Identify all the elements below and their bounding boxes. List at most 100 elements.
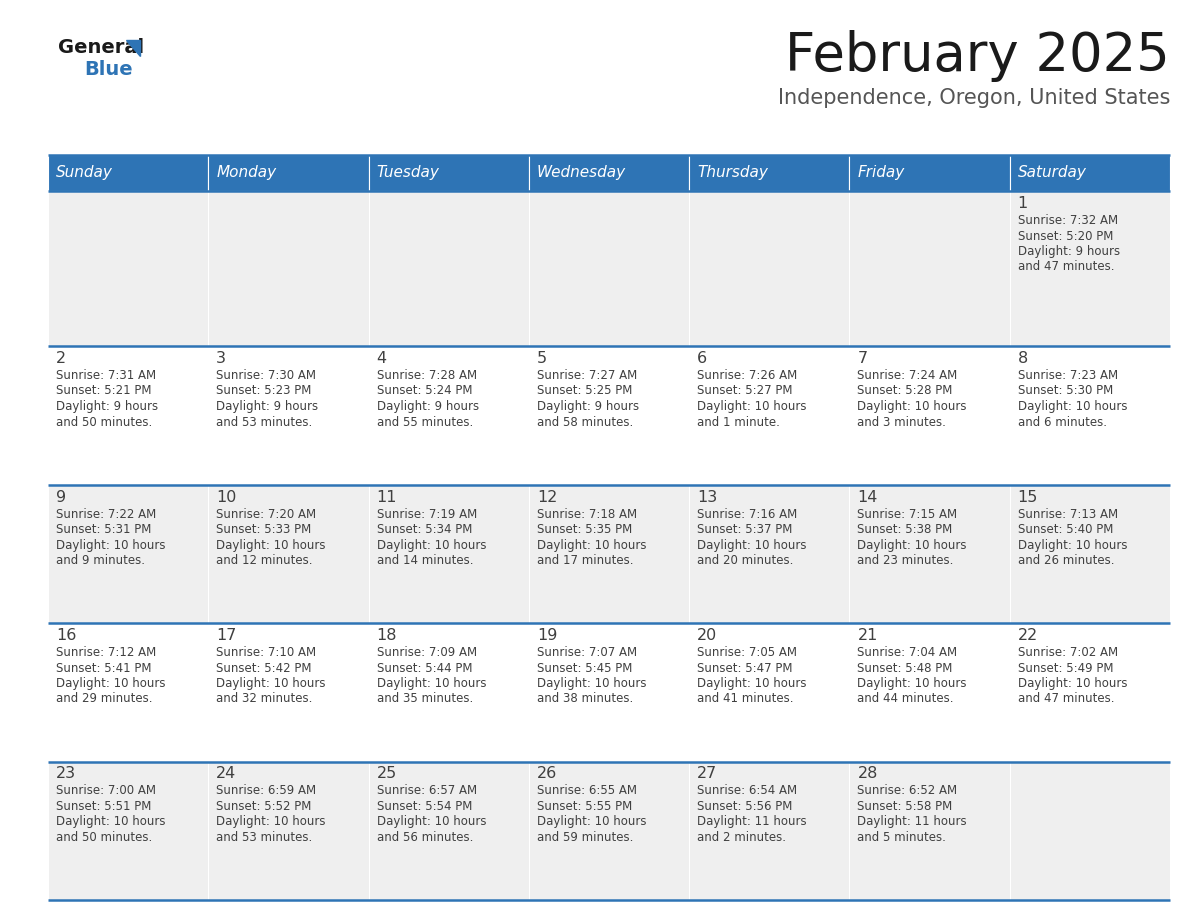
- Text: and 5 minutes.: and 5 minutes.: [858, 831, 947, 844]
- Bar: [1010, 762, 1170, 900]
- Text: Blue: Blue: [84, 60, 133, 79]
- Text: Daylight: 10 hours: Daylight: 10 hours: [537, 677, 646, 690]
- Bar: [849, 346, 1010, 485]
- Bar: [529, 191, 689, 346]
- Text: and 50 minutes.: and 50 minutes.: [56, 416, 152, 429]
- Text: Sunrise: 7:27 AM: Sunrise: 7:27 AM: [537, 369, 637, 382]
- Text: and 12 minutes.: and 12 minutes.: [216, 554, 312, 567]
- Text: 9: 9: [56, 489, 67, 505]
- Text: Sunset: 5:48 PM: Sunset: 5:48 PM: [858, 662, 953, 675]
- Bar: [689, 623, 849, 762]
- Bar: [208, 346, 368, 485]
- Bar: [529, 346, 689, 485]
- Text: 14: 14: [858, 489, 878, 505]
- Text: Sunrise: 7:05 AM: Sunrise: 7:05 AM: [697, 646, 797, 659]
- Text: and 53 minutes.: and 53 minutes.: [216, 416, 312, 429]
- Bar: [689, 191, 849, 346]
- Text: Daylight: 10 hours: Daylight: 10 hours: [697, 677, 807, 690]
- Text: and 58 minutes.: and 58 minutes.: [537, 416, 633, 429]
- Text: Daylight: 10 hours: Daylight: 10 hours: [858, 539, 967, 552]
- Text: and 41 minutes.: and 41 minutes.: [697, 692, 794, 706]
- Text: 24: 24: [216, 767, 236, 781]
- Text: Sunrise: 7:13 AM: Sunrise: 7:13 AM: [1018, 508, 1118, 521]
- Bar: [48, 623, 208, 762]
- Text: and 23 minutes.: and 23 minutes.: [858, 554, 954, 567]
- Bar: [1010, 191, 1170, 346]
- Text: 21: 21: [858, 628, 878, 643]
- Text: Sunset: 5:31 PM: Sunset: 5:31 PM: [56, 523, 151, 536]
- Text: and 29 minutes.: and 29 minutes.: [56, 692, 152, 706]
- Text: February 2025: February 2025: [785, 30, 1170, 82]
- Bar: [368, 155, 529, 191]
- Bar: [208, 155, 368, 191]
- Text: Sunset: 5:23 PM: Sunset: 5:23 PM: [216, 385, 311, 397]
- Text: Sunset: 5:51 PM: Sunset: 5:51 PM: [56, 800, 151, 813]
- Text: General: General: [58, 38, 144, 57]
- Bar: [368, 623, 529, 762]
- Text: Sunrise: 6:52 AM: Sunrise: 6:52 AM: [858, 785, 958, 798]
- Text: and 3 minutes.: and 3 minutes.: [858, 416, 947, 429]
- Bar: [1010, 155, 1170, 191]
- Bar: [849, 623, 1010, 762]
- Text: Sunset: 5:40 PM: Sunset: 5:40 PM: [1018, 523, 1113, 536]
- Bar: [48, 762, 208, 900]
- Text: Sunset: 5:35 PM: Sunset: 5:35 PM: [537, 523, 632, 536]
- Text: Sunset: 5:45 PM: Sunset: 5:45 PM: [537, 662, 632, 675]
- Text: Daylight: 10 hours: Daylight: 10 hours: [377, 677, 486, 690]
- Text: and 26 minutes.: and 26 minutes.: [1018, 554, 1114, 567]
- Bar: [689, 762, 849, 900]
- Text: Sunrise: 7:15 AM: Sunrise: 7:15 AM: [858, 508, 958, 521]
- Text: Sunset: 5:27 PM: Sunset: 5:27 PM: [697, 385, 792, 397]
- Bar: [689, 346, 849, 485]
- Bar: [689, 155, 849, 191]
- Text: Sunset: 5:44 PM: Sunset: 5:44 PM: [377, 662, 472, 675]
- Text: Sunrise: 7:00 AM: Sunrise: 7:00 AM: [56, 785, 156, 798]
- Text: 13: 13: [697, 489, 718, 505]
- Text: Sunrise: 7:10 AM: Sunrise: 7:10 AM: [216, 646, 316, 659]
- Text: Sunrise: 7:28 AM: Sunrise: 7:28 AM: [377, 369, 476, 382]
- Text: 4: 4: [377, 351, 387, 366]
- Text: 16: 16: [56, 628, 76, 643]
- Text: Sunrise: 7:24 AM: Sunrise: 7:24 AM: [858, 369, 958, 382]
- Text: and 35 minutes.: and 35 minutes.: [377, 692, 473, 706]
- Text: 1: 1: [1018, 196, 1028, 211]
- Bar: [208, 623, 368, 762]
- Bar: [529, 485, 689, 623]
- Bar: [368, 346, 529, 485]
- Text: Daylight: 10 hours: Daylight: 10 hours: [697, 539, 807, 552]
- Bar: [208, 485, 368, 623]
- Text: 2: 2: [56, 351, 67, 366]
- Text: Sunrise: 7:30 AM: Sunrise: 7:30 AM: [216, 369, 316, 382]
- Text: 7: 7: [858, 351, 867, 366]
- Bar: [368, 485, 529, 623]
- Text: and 9 minutes.: and 9 minutes.: [56, 554, 145, 567]
- Text: Sunset: 5:38 PM: Sunset: 5:38 PM: [858, 523, 953, 536]
- Text: Daylight: 10 hours: Daylight: 10 hours: [537, 539, 646, 552]
- Text: 5: 5: [537, 351, 546, 366]
- Text: and 38 minutes.: and 38 minutes.: [537, 692, 633, 706]
- Text: Sunset: 5:37 PM: Sunset: 5:37 PM: [697, 523, 792, 536]
- Text: Daylight: 10 hours: Daylight: 10 hours: [56, 677, 165, 690]
- Text: Sunrise: 6:54 AM: Sunrise: 6:54 AM: [697, 785, 797, 798]
- Text: Sunset: 5:54 PM: Sunset: 5:54 PM: [377, 800, 472, 813]
- Text: Sunrise: 7:23 AM: Sunrise: 7:23 AM: [1018, 369, 1118, 382]
- Text: Daylight: 9 hours: Daylight: 9 hours: [1018, 245, 1120, 258]
- Text: 15: 15: [1018, 489, 1038, 505]
- Text: 11: 11: [377, 489, 397, 505]
- Text: Sunset: 5:49 PM: Sunset: 5:49 PM: [1018, 662, 1113, 675]
- Text: Sunset: 5:58 PM: Sunset: 5:58 PM: [858, 800, 953, 813]
- Bar: [529, 155, 689, 191]
- Bar: [849, 762, 1010, 900]
- Text: Sunday: Sunday: [56, 165, 113, 181]
- Text: 12: 12: [537, 489, 557, 505]
- Text: Daylight: 11 hours: Daylight: 11 hours: [697, 815, 807, 829]
- Text: Sunrise: 7:18 AM: Sunrise: 7:18 AM: [537, 508, 637, 521]
- Text: Daylight: 9 hours: Daylight: 9 hours: [216, 400, 318, 413]
- Text: and 2 minutes.: and 2 minutes.: [697, 831, 786, 844]
- Text: Sunset: 5:25 PM: Sunset: 5:25 PM: [537, 385, 632, 397]
- Bar: [1010, 346, 1170, 485]
- Text: and 55 minutes.: and 55 minutes.: [377, 416, 473, 429]
- Text: Sunrise: 7:19 AM: Sunrise: 7:19 AM: [377, 508, 476, 521]
- Text: Daylight: 10 hours: Daylight: 10 hours: [1018, 677, 1127, 690]
- Text: Independence, Oregon, United States: Independence, Oregon, United States: [778, 88, 1170, 108]
